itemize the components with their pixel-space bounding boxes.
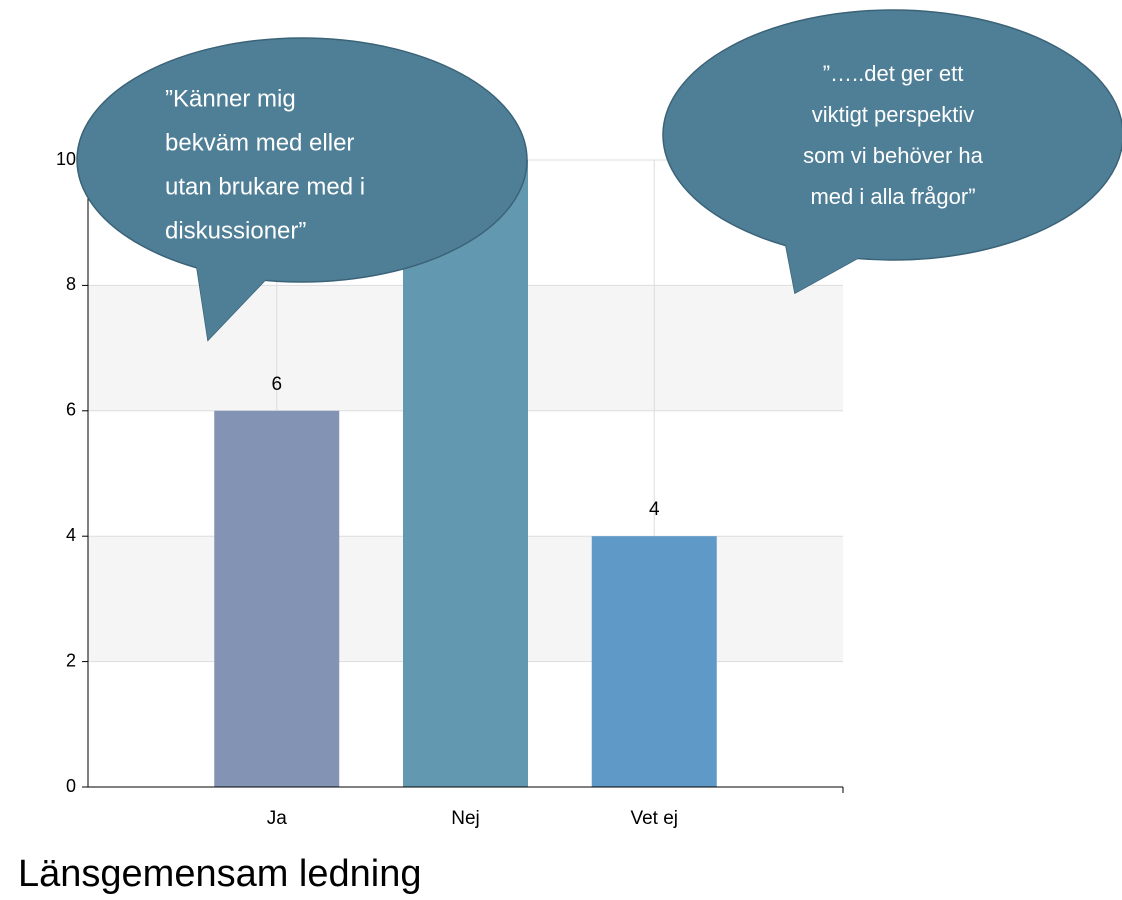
- y-tick-label: 0: [66, 776, 76, 796]
- bubble-text: diskussioner”: [165, 217, 306, 244]
- speech-bubble: ”…..det ger ett viktigt perspektiv som vi …: [662, 9, 1122, 295]
- y-tick-label: 6: [66, 400, 76, 420]
- bubble-tail-join: [780, 215, 860, 293]
- chart-title: Länsgemensam ledning: [18, 853, 422, 895]
- bubble-text: som vi behöver ha: [803, 143, 984, 168]
- bubble-text: med i alla frågor”: [810, 184, 975, 209]
- y-tick-label: 10: [56, 149, 76, 169]
- bubble-tail-join: [195, 255, 270, 340]
- bubble-text: viktigt perspektiv: [812, 102, 975, 127]
- y-tick-label: 8: [66, 274, 76, 294]
- x-tick-label: Vet ej: [630, 808, 678, 829]
- bubble-text: ”…..det ger ett: [823, 61, 964, 86]
- y-tick-label: 4: [66, 525, 76, 545]
- data-label: 4: [649, 499, 660, 520]
- x-tick-label: Nej: [451, 808, 480, 829]
- bubble-text: utan brukare med i: [165, 173, 365, 200]
- y-tick-label: 2: [66, 650, 76, 670]
- bubble: [662, 9, 1122, 261]
- data-label: 6: [271, 374, 282, 395]
- bubble-text: ”Känner mig: [165, 85, 296, 112]
- x-tick-label: Ja: [267, 808, 288, 829]
- bar: [591, 536, 717, 787]
- bubble: [76, 37, 528, 283]
- bubble-text: bekväm med eller: [165, 129, 354, 156]
- speech-bubble: ”Känner mig bekväm med eller utan brukare …: [76, 37, 528, 342]
- bar: [214, 410, 340, 787]
- bar: [403, 160, 528, 787]
